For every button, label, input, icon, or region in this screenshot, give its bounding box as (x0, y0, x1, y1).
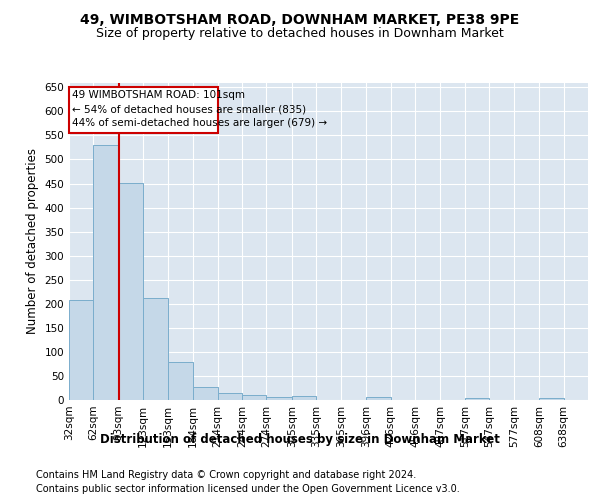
Bar (242, 394, 266, 400)
Text: Size of property relative to detached houses in Downham Market: Size of property relative to detached ho… (96, 28, 504, 40)
Bar (69, 300, 94, 400)
Text: Contains public sector information licensed under the Open Government Licence v3: Contains public sector information licen… (36, 484, 460, 494)
Bar (143, 298, 168, 400)
Bar (218, 394, 242, 400)
Bar (366, 397, 391, 400)
Bar (539, 398, 563, 400)
Text: 49 WIMBOTSHAM ROAD: 101sqm: 49 WIMBOTSHAM ROAD: 101sqm (72, 90, 245, 100)
Text: 49, WIMBOTSHAM ROAD, DOWNHAM MARKET, PE38 9PE: 49, WIMBOTSHAM ROAD, DOWNHAM MARKET, PE3… (80, 12, 520, 26)
Text: ← 54% of detached houses are smaller (835): ← 54% of detached houses are smaller (83… (72, 104, 307, 114)
Bar (266, 396, 292, 400)
Text: Contains HM Land Registry data © Crown copyright and database right 2024.: Contains HM Land Registry data © Crown c… (36, 470, 416, 480)
Text: Distribution of detached houses by size in Downham Market: Distribution of detached houses by size … (100, 432, 500, 446)
Text: 44% of semi-detached houses are larger (679) →: 44% of semi-detached houses are larger (… (72, 118, 328, 128)
Y-axis label: Number of detached properties: Number of detached properties (26, 148, 39, 334)
Bar (119, 182, 143, 400)
Bar (94, 145, 119, 400)
Bar (168, 362, 193, 400)
Bar (69, 88, 218, 132)
Bar (465, 398, 489, 400)
Bar (193, 388, 218, 400)
Bar (292, 396, 316, 400)
